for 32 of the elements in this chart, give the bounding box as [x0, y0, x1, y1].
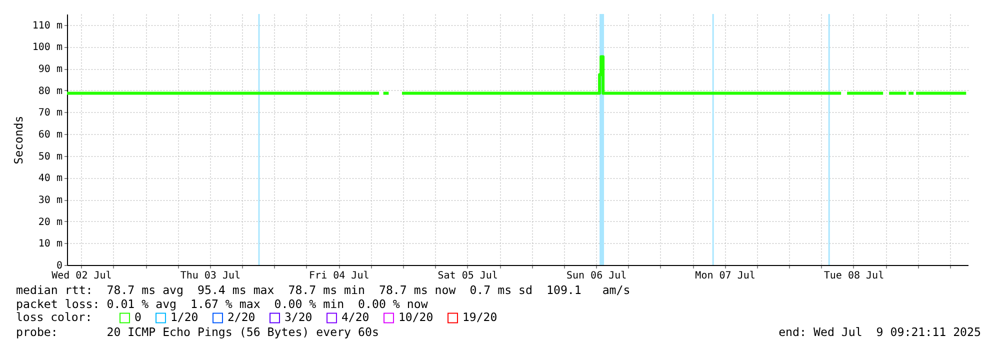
y-tick-label: 0	[56, 260, 62, 272]
legend-label: 2/20	[228, 310, 256, 324]
y-tick-label: 100 m	[32, 42, 62, 54]
legend-label: 0	[134, 310, 142, 324]
y-tick-label: 90 m	[38, 64, 62, 76]
x-tick-label: Wed 02 Jul	[52, 270, 112, 282]
y-tick-label: 30 m	[38, 195, 62, 206]
y-tick-label: 40 m	[38, 173, 62, 184]
text: probe: 20 ICMP Echo Pings (56 Bytes) every 60s	[16, 325, 379, 339]
legend-label: 1/20	[170, 310, 198, 324]
x-tick-label: Sat 05 Jul	[438, 270, 498, 282]
y-tick-label: 20 m	[38, 216, 62, 228]
x-tick-label: Fri 04 Jul	[309, 270, 370, 282]
text: end: Wed Jul 9 09:21:11 2025	[778, 325, 982, 339]
y-tick-label: 50 m	[38, 151, 62, 162]
x-tick-label: Mon 07 Jul	[695, 270, 756, 282]
text: packet loss: 0.01 % avg 1.67 % max 0.00 % min 0.00 % now	[16, 297, 428, 311]
legend-title: loss color:	[16, 310, 92, 324]
text: median rtt: 78.7 ms avg 95.4 ms max 78.7 ms min 78.7 ms now 0.7 ms sd 109.1 am/s	[16, 283, 630, 297]
legend-label: 10/20	[398, 310, 434, 324]
y-tick-label: 110 m	[32, 20, 62, 32]
x-tick-label: Thu 03 Jul	[180, 270, 241, 282]
legend-label: 19/20	[462, 310, 498, 324]
y-tick-label: 60 m	[38, 130, 62, 141]
y-tick-label: 70 m	[38, 108, 62, 119]
x-tick-label: Sun 06 Jul	[566, 270, 627, 282]
y-tick-label: 80 m	[38, 86, 62, 97]
legend-label: 3/20	[284, 310, 312, 324]
y-tick-label: 10 m	[38, 238, 62, 250]
x-tick-label: Tue 08 Jul	[824, 270, 884, 282]
y-axis-title: Seconds	[11, 116, 26, 164]
legend-label: 4/20	[342, 310, 370, 324]
